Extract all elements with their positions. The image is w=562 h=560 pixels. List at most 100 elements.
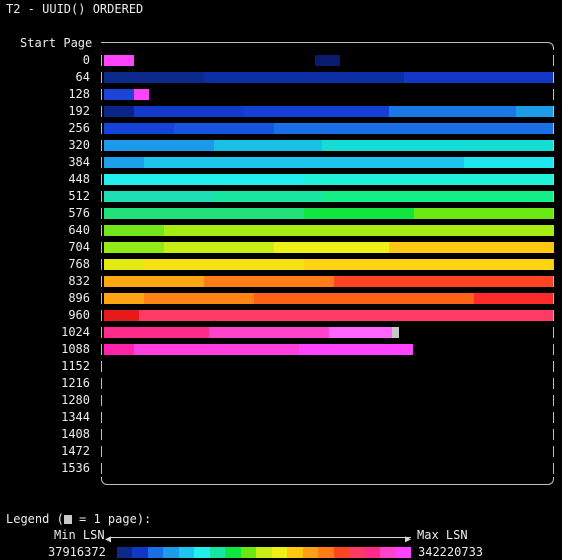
gradient-segment (178, 547, 195, 558)
min-lsn-value: 37916372 (48, 545, 106, 559)
page-block (414, 208, 553, 219)
row-label: 1536 (61, 461, 90, 475)
page-block (104, 327, 209, 338)
row-label: 960 (68, 308, 90, 322)
arrow-right-icon: ▶ (405, 534, 412, 545)
frame-tick (553, 242, 554, 253)
page-block (304, 259, 553, 270)
frame-tick (553, 361, 554, 372)
frame-tick (553, 395, 554, 406)
page-block (204, 72, 404, 83)
frame-tick (553, 429, 554, 440)
min-lsn-label: Min LSN (54, 528, 105, 542)
frame-tick (553, 208, 554, 219)
page-block (144, 259, 304, 270)
frame-tick (553, 327, 554, 338)
row-label: 448 (68, 172, 90, 186)
frame-tick (101, 123, 102, 134)
row-label: 896 (68, 291, 90, 305)
frame-tick (553, 412, 554, 423)
page-block (274, 242, 389, 253)
page-block (329, 327, 392, 338)
frame-tick (101, 174, 102, 185)
page-block (315, 55, 340, 66)
frame-tick (101, 140, 102, 151)
frame-tick (101, 72, 102, 83)
frame-tick (553, 293, 554, 304)
frame-tick (101, 395, 102, 406)
frame-tick (553, 89, 554, 100)
row-label: 64 (75, 70, 90, 84)
page-block (134, 89, 149, 100)
max-lsn-value: 342220733 (418, 545, 484, 559)
page-block (164, 242, 274, 253)
frame-tick (553, 259, 554, 270)
gradient-segment (318, 547, 335, 558)
page-block (104, 191, 214, 202)
frame-tick (101, 310, 102, 321)
frame-tick (553, 378, 554, 389)
row-label: 1088 (61, 342, 90, 356)
frame-tick (101, 412, 102, 423)
frame-tick (101, 276, 102, 287)
row-label: 1216 (61, 376, 90, 390)
frame-tick (101, 293, 102, 304)
page-block (164, 225, 553, 236)
frame-top (101, 42, 554, 50)
row-label: 1472 (61, 444, 90, 458)
page-block (104, 225, 164, 236)
page-block (204, 276, 334, 287)
page-block (104, 157, 144, 168)
row-label: 704 (68, 240, 90, 254)
frame-tick (553, 191, 554, 202)
page-block (254, 293, 474, 304)
page-block (104, 123, 174, 134)
frame-tick (101, 446, 102, 457)
gradient-segment (256, 547, 273, 558)
page-block (474, 293, 553, 304)
frame-tick (553, 446, 554, 457)
page-block (324, 191, 553, 202)
frame-tick (553, 123, 554, 134)
frame-tick (553, 106, 554, 117)
row-label: 1408 (61, 427, 90, 441)
frame-tick (101, 344, 102, 355)
page-block (304, 208, 414, 219)
page-block (104, 89, 134, 100)
row-label: 1344 (61, 410, 90, 424)
frame-tick (101, 378, 102, 389)
page-block (134, 344, 299, 355)
frame-tick (553, 463, 554, 474)
range-arrow (109, 537, 411, 538)
gradient-segment (287, 547, 304, 558)
page-block (274, 123, 553, 134)
frame-tick (101, 327, 102, 338)
page-block (104, 276, 204, 287)
legend-gradient (117, 547, 412, 558)
frame-tick (101, 463, 102, 474)
row-label: 512 (68, 189, 90, 203)
frame-tick (553, 157, 554, 168)
frame-tick (101, 89, 102, 100)
page-block (214, 191, 324, 202)
row-label: 640 (68, 223, 90, 237)
row-label: 320 (68, 138, 90, 152)
page-block (104, 174, 304, 185)
frame-tick (101, 361, 102, 372)
frame-tick (101, 191, 102, 202)
page-block (244, 106, 389, 117)
axis-label: Start Page (20, 36, 93, 50)
page-block (334, 276, 553, 287)
page-square-icon (63, 515, 72, 524)
page-block (144, 157, 464, 168)
gradient-segment (380, 547, 397, 558)
row-label: 256 (68, 121, 90, 135)
frame-tick (101, 225, 102, 236)
page-block (144, 293, 254, 304)
page-block (304, 174, 553, 185)
row-label: 1152 (61, 359, 90, 373)
arrow-left-icon: ◀ (105, 534, 112, 545)
row-label: 384 (68, 155, 90, 169)
max-lsn-label: Max LSN (417, 528, 468, 542)
frame-bottom (101, 477, 554, 485)
